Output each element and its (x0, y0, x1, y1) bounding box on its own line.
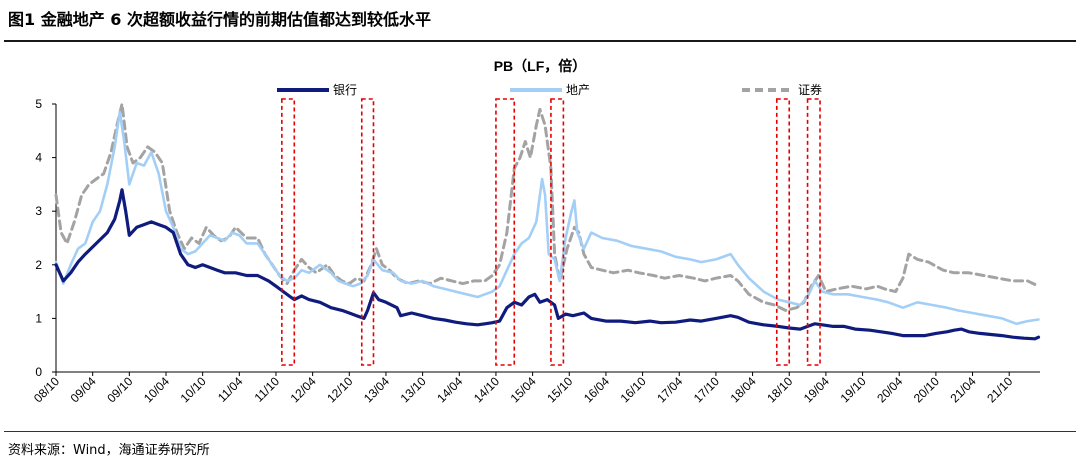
chart-title: PB（LF，倍） (494, 58, 587, 74)
y-tick-label: 4 (35, 151, 42, 165)
pb-line-chart: PB（LF，倍） 0 1 2 3 4 5 08/10 09/04 09/10 10/04 10/1… (31, 58, 1041, 405)
highlight-box (360, 98, 375, 366)
legend-label: 证券 (798, 82, 822, 97)
series-lines (54, 102, 1041, 341)
series-line-securities (54, 102, 1040, 312)
y-tick-label: 3 (35, 204, 42, 218)
series-line-bank (54, 188, 1041, 341)
x-tick-label: 20/10 (911, 374, 942, 405)
x-tick-label: 11/04 (215, 374, 246, 405)
y-axis: 0 1 2 3 4 5 (35, 97, 56, 379)
x-tick-label: 14/10 (471, 374, 502, 405)
x-tick-label: 10/04 (141, 374, 172, 405)
y-tick-label: 2 (35, 258, 42, 272)
x-tick-label: 20/04 (874, 374, 905, 405)
x-tick-label: 11/10 (252, 374, 283, 405)
plot-area (55, 104, 1040, 373)
x-tick-label: 10/10 (178, 374, 209, 405)
x-tick-label: 17/10 (691, 374, 722, 405)
y-tick-label: 1 (35, 311, 42, 325)
x-tick-label: 12/04 (288, 374, 319, 405)
x-tick-label: 13/04 (361, 374, 392, 405)
highlight-box (495, 98, 516, 366)
highlight-box (806, 98, 821, 366)
x-tick-label: 21/10 (984, 374, 1015, 405)
legend: 银行 地产 证券 (277, 82, 822, 97)
x-tick-label: 19/04 (801, 374, 832, 405)
figure-title: 图1 金融地产 6 次超额收益行情的前期估值都达到较低水平 (8, 10, 431, 29)
highlight-box (775, 98, 791, 366)
source-note: 资料来源：Wind，海通证券研究所 (8, 443, 210, 458)
title-divider (4, 40, 1076, 42)
highlight-boxes (281, 98, 821, 366)
x-tick-label: 17/04 (654, 374, 685, 405)
x-axis: 08/10 09/04 09/10 10/04 10/10 11/04 11/10 12/04… (31, 372, 1016, 405)
x-tick-label: 19/10 (838, 374, 869, 405)
y-tick-label: 0 (35, 365, 42, 379)
x-tick-label: 12/10 (324, 374, 355, 405)
legend-label: 银行 (333, 83, 357, 97)
x-tick-label: 13/10 (398, 374, 429, 405)
highlight-box (281, 98, 296, 366)
x-tick-label: 18/10 (764, 374, 795, 405)
y-tick-label: 5 (35, 97, 42, 111)
x-tick-label: 09/10 (104, 374, 135, 405)
footer-divider (4, 431, 1076, 432)
x-tick-label: 15/10 (544, 374, 575, 405)
x-tick-label: 15/04 (508, 374, 539, 405)
x-tick-label: 21/04 (948, 374, 979, 405)
series-line-property (54, 110, 1040, 326)
x-tick-label: 09/04 (68, 374, 99, 405)
x-tick-label: 16/04 (581, 374, 612, 405)
highlight-box (550, 98, 565, 366)
x-tick-label: 14/04 (434, 374, 465, 405)
x-tick-label: 18/04 (728, 374, 759, 405)
x-tick-label: 16/10 (618, 374, 649, 405)
legend-label: 地产 (566, 83, 590, 97)
